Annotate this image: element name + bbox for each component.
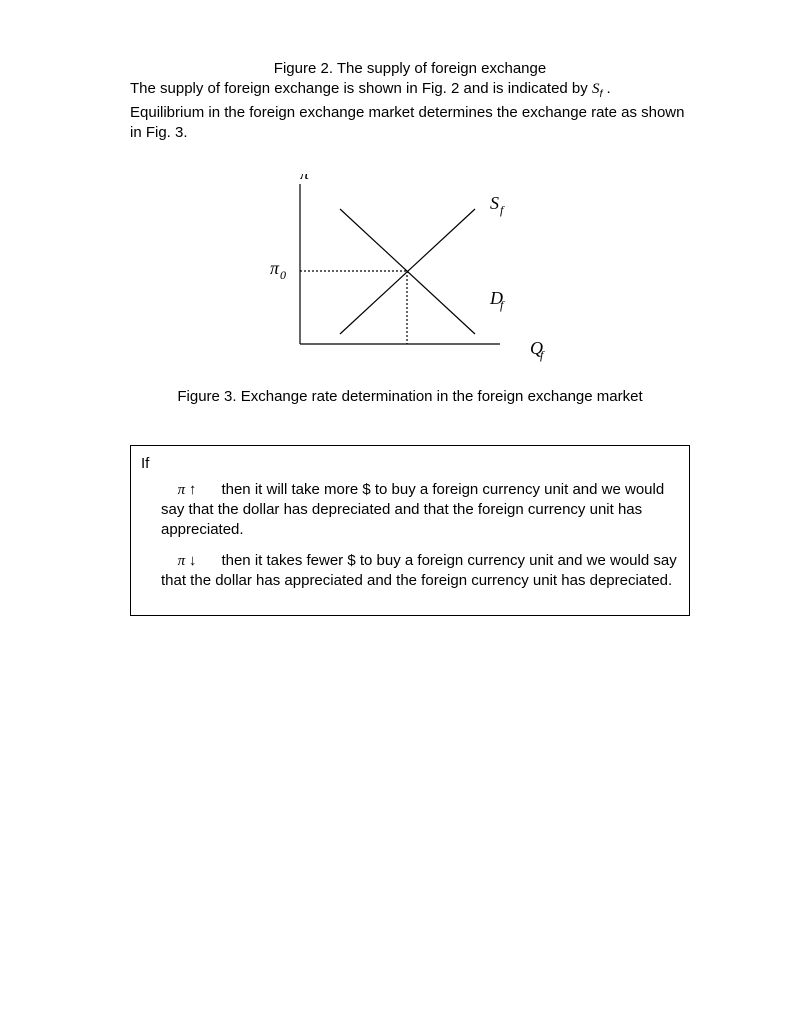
svg-text:f: f <box>540 348 545 362</box>
svg-text:0: 0 <box>280 268 286 282</box>
box-case1-text: then it will take more $ to buy a foreig… <box>161 481 664 539</box>
box-case2-sym: π ↓ <box>178 553 197 569</box>
svg-text:S: S <box>490 193 499 213</box>
page: Figure 2. The supply of foreign exchange… <box>0 0 800 676</box>
figure2-title: Figure 2. The supply of foreign exchange <box>130 60 690 77</box>
box-case2-text: then it takes fewer $ to buy a foreign c… <box>161 552 677 589</box>
info-box: If π ↑ then it will take more $ to buy a… <box>130 445 690 617</box>
figure3-chart: ππ0SfDfQf <box>240 174 580 378</box>
intro-line1-b: . <box>602 80 610 97</box>
svg-text:π: π <box>300 174 310 183</box>
svg-text:f: f <box>500 203 505 217</box>
intro-line1: The supply of foreign exchange is shown … <box>130 79 690 101</box>
svg-text:π: π <box>270 258 280 278</box>
figure3-caption: Figure 3. Exchange rate determination in… <box>130 388 690 405</box>
svg-text:f: f <box>500 298 505 312</box>
box-case1: π ↑ then it will take more $ to buy a fo… <box>161 480 679 541</box>
box-case2: π ↓ then it takes fewer $ to buy a forei… <box>161 551 679 592</box>
chart-svg: ππ0SfDfQf <box>240 174 580 374</box>
box-if: If <box>141 454 679 474</box>
intro-line2: Equilibrium in the foreign exchange mark… <box>130 103 690 144</box>
box-case1-sym: π ↑ <box>178 482 197 498</box>
intro-line1-a: The supply of foreign exchange is shown … <box>130 80 592 97</box>
